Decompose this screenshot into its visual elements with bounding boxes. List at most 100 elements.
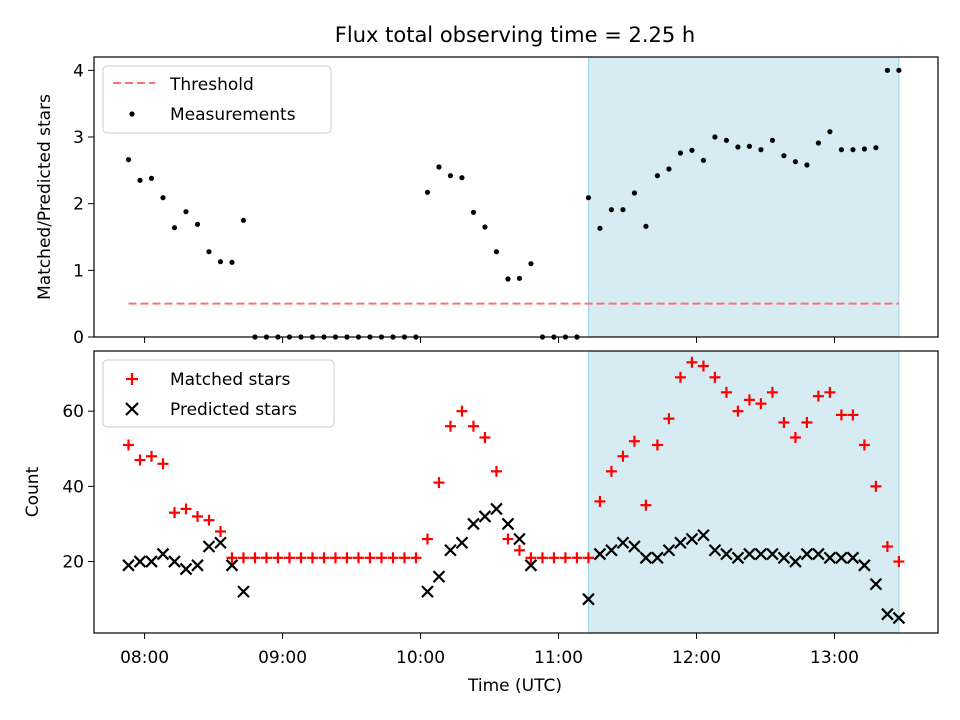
matched-star-point	[341, 552, 353, 564]
predicted-stars-series	[122, 502, 906, 625]
predicted-star-point	[708, 544, 722, 557]
matched-star-point	[812, 390, 824, 402]
predicted-star-point	[823, 551, 837, 565]
count-y-tick-label: 20	[62, 553, 84, 573]
legend-predicted-swatch	[125, 402, 139, 416]
matched-star-point	[697, 360, 709, 372]
measurement-point	[746, 143, 753, 149]
matched-star-point	[674, 371, 686, 383]
matched-star-point	[203, 514, 215, 526]
predicted-star-point	[743, 547, 756, 561]
measurement-point	[792, 159, 799, 165]
ratio-y-axis: 0 1 2 3 4	[73, 61, 94, 348]
matched-star-point	[502, 533, 514, 545]
matched-star-point	[433, 477, 445, 489]
predicted-star-point	[720, 547, 733, 561]
matched-star-point	[605, 465, 617, 477]
matched-star-point	[306, 552, 318, 564]
predicted-star-point	[869, 577, 883, 591]
legend-measurements-label: Measurements	[170, 105, 296, 125]
measurement-point	[735, 144, 741, 150]
matched-star-point	[318, 552, 330, 564]
legend-measurements-swatch	[129, 111, 135, 117]
matched-star-point	[766, 386, 778, 398]
predicted-star-point	[858, 559, 871, 572]
predicted-star-point	[800, 547, 814, 561]
measurement-point	[873, 145, 879, 151]
matched-star-point	[272, 552, 284, 564]
matched-star-point	[180, 503, 192, 515]
matched-star-point	[260, 552, 272, 564]
measurement-point	[217, 259, 224, 265]
measurement-point	[528, 261, 534, 267]
measurement-point	[516, 275, 523, 281]
ratio-legend: Threshold Measurements	[102, 65, 332, 134]
predicted-star-point	[225, 559, 239, 572]
predicted-star-point	[168, 555, 181, 568]
measurement-point	[424, 189, 431, 195]
predicted-star-point	[674, 536, 687, 550]
matched-star-point	[709, 371, 721, 383]
measurement-point	[436, 164, 442, 170]
count-y-label: Count	[23, 466, 43, 517]
matched-star-point	[134, 454, 146, 466]
matched-star-point	[720, 386, 732, 398]
matched-star-point	[893, 556, 905, 568]
matched-star-point	[191, 510, 203, 522]
predicted-star-point	[639, 551, 653, 565]
predicted-star-point	[133, 555, 147, 568]
measurement-point	[505, 276, 511, 282]
count-y-tick-label: 40	[62, 477, 84, 497]
measurement-point	[666, 166, 672, 172]
ratio-y-tick-label: 2	[73, 195, 84, 215]
measurement-point	[804, 162, 810, 168]
measurement-point	[160, 195, 166, 201]
measurement-point	[148, 175, 155, 181]
measurement-point	[850, 147, 856, 153]
matched-stars-series	[122, 356, 905, 568]
matched-star-point	[571, 552, 583, 564]
measurement-point	[493, 249, 500, 255]
measurement-point	[781, 153, 787, 159]
x-tick-label: 12:00	[672, 648, 721, 668]
matched-star-point	[824, 386, 836, 398]
matched-star-point	[398, 552, 410, 564]
measurement-point	[700, 157, 707, 163]
count-legend-box	[102, 359, 335, 428]
predicted-star-point	[651, 551, 664, 565]
predicted-star-point	[145, 555, 158, 568]
predicted-star-point	[455, 536, 469, 550]
matched-star-point	[858, 439, 870, 451]
ratio-legend-box	[102, 65, 332, 134]
measurement-point	[654, 173, 661, 179]
matched-star-point	[617, 450, 629, 462]
matched-star-point	[387, 552, 399, 564]
measurement-point	[482, 224, 488, 230]
ratio-panel: 0 1 2 3 4 Matched/Predicted stars Threshold …	[35, 56, 939, 348]
measurement-point	[815, 140, 822, 146]
matched-star-point	[548, 552, 560, 564]
matched-star-point	[283, 552, 295, 564]
matched-star-point	[789, 431, 801, 443]
matched-star-point	[295, 552, 307, 564]
predicted-star-point	[731, 551, 745, 565]
count-y-tick-label: 60	[62, 402, 84, 422]
matched-star-point	[444, 420, 456, 432]
x-axis-label: Time (UTC)	[467, 676, 562, 696]
count-y-axis: 20 40 60	[62, 402, 94, 573]
matched-star-point	[467, 420, 479, 432]
matched-star-point	[329, 552, 341, 564]
predicted-star-point	[421, 585, 434, 598]
measurement-point	[620, 207, 626, 213]
matched-star-point	[847, 409, 859, 421]
predicted-star-point	[214, 536, 227, 550]
matched-star-point	[122, 439, 134, 451]
predicted-star-point	[766, 547, 779, 561]
predicted-star-point	[237, 585, 250, 598]
measurement-point	[631, 190, 638, 196]
matched-star-point	[835, 409, 847, 421]
matched-star-point	[513, 544, 525, 556]
x-tick-label: 09:00	[258, 648, 307, 668]
matched-star-point	[870, 480, 882, 492]
measurement-point	[194, 221, 201, 227]
